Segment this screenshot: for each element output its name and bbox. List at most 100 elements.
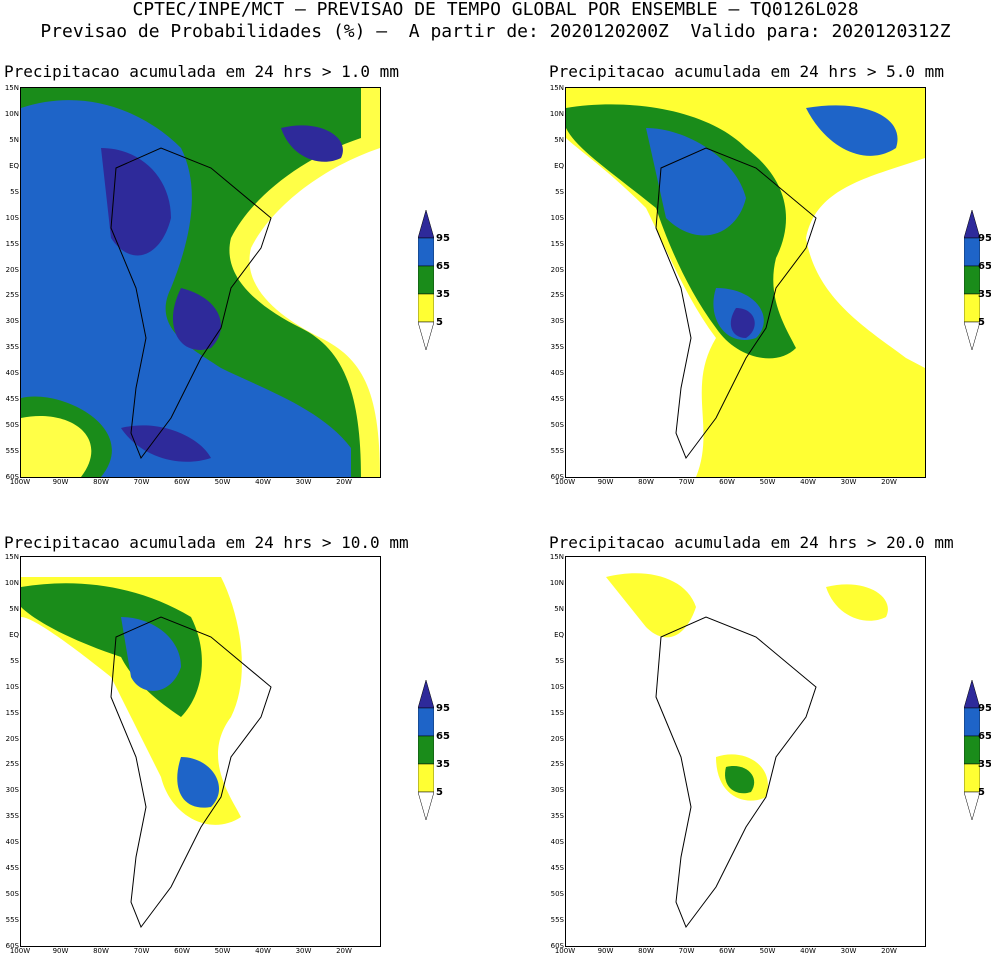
lon-tick-label: 20W bbox=[336, 947, 352, 955]
lon-tick-label: 20W bbox=[336, 478, 352, 486]
lat-tick-label: 25S bbox=[5, 291, 19, 300]
lat-tick-label: 50S bbox=[5, 421, 19, 430]
lon-tick-label: 30W bbox=[840, 478, 857, 486]
legend-label-35: 35 bbox=[436, 289, 450, 300]
lon-tick-label: 40W bbox=[800, 478, 816, 486]
lat-tick-label: 10N bbox=[4, 578, 19, 587]
lon-tick-label: 70W bbox=[678, 478, 695, 486]
lat-tick-label: 5N bbox=[554, 135, 564, 144]
lon-tick-label: 60W bbox=[719, 947, 735, 955]
lat-tick-label: 20S bbox=[5, 734, 19, 743]
lat-tick-label: 55S bbox=[550, 916, 564, 925]
panel-2-colorbar bbox=[964, 210, 980, 350]
lat-tick-label: 5S bbox=[555, 656, 564, 665]
panel-4-colorbar bbox=[964, 680, 980, 820]
lat-tick-label: 50S bbox=[550, 421, 564, 430]
panel-1-title: Precipitacao acumulada em 24 hrs > 1.0 m… bbox=[4, 62, 399, 81]
lat-tick-label: 45S bbox=[5, 395, 19, 404]
lat-tick-label: 30S bbox=[5, 317, 19, 326]
lat-tick-label: EQ bbox=[554, 161, 564, 170]
lon-tick-label: 100W bbox=[9, 947, 31, 955]
lon-tick-label: 70W bbox=[133, 478, 150, 486]
lat-tick-label: 40S bbox=[5, 369, 19, 378]
lon-tick-label: 30W bbox=[295, 478, 312, 486]
lon-tick-label: 100W bbox=[554, 947, 576, 955]
lat-tick-label: 60S bbox=[5, 473, 19, 481]
legend-label-65: 65 bbox=[436, 261, 450, 272]
lat-tick-label: 5N bbox=[9, 135, 19, 144]
lat-tick-label: EQ bbox=[9, 161, 19, 170]
legend-label-5: 5 bbox=[436, 787, 443, 798]
legend-label-35: 35 bbox=[978, 759, 991, 770]
lat-tick-label: 10S bbox=[550, 682, 564, 691]
lon-tick-label: 50W bbox=[214, 947, 231, 955]
lat-tick-label: 55S bbox=[5, 447, 19, 456]
legend-label-95: 95 bbox=[436, 703, 450, 714]
lat-tick-label: 15N bbox=[4, 553, 19, 561]
panel-4-title: Precipitacao acumulada em 24 hrs > 20.0 … bbox=[549, 533, 954, 552]
lon-tick-label: 60W bbox=[174, 947, 190, 955]
lon-tick-label: 40W bbox=[255, 947, 271, 955]
lat-tick-label: 60S bbox=[550, 942, 564, 950]
panel-3-title: Precipitacao acumulada em 24 hrs > 10.0 … bbox=[4, 533, 409, 552]
lon-tick-label: 60W bbox=[719, 478, 735, 486]
legend-label-95: 95 bbox=[436, 233, 450, 244]
lat-tick-label: 40S bbox=[550, 369, 564, 378]
lon-tick-label: 80W bbox=[638, 478, 654, 486]
lat-tick-label: EQ bbox=[554, 630, 564, 639]
lat-tick-label: 5S bbox=[10, 187, 19, 196]
lat-tick-label: 60S bbox=[5, 942, 19, 950]
lon-tick-label: 40W bbox=[255, 478, 271, 486]
lat-tick-label: EQ bbox=[9, 630, 19, 639]
lon-tick-label: 100W bbox=[554, 478, 576, 486]
lon-tick-label: 20W bbox=[881, 478, 897, 486]
lat-tick-label: 45S bbox=[5, 864, 19, 873]
lon-tick-label: 80W bbox=[638, 947, 654, 955]
lon-tick-label: 90W bbox=[597, 478, 614, 486]
lat-tick-label: 5S bbox=[10, 656, 19, 665]
lat-tick-label: 25S bbox=[550, 760, 564, 769]
panel-1-colorbar bbox=[418, 210, 434, 350]
lat-tick-label: 10S bbox=[550, 213, 564, 222]
lon-tick-label: 80W bbox=[93, 478, 109, 486]
lat-tick-label: 5N bbox=[554, 604, 564, 613]
lat-tick-label: 10S bbox=[5, 213, 19, 222]
lat-tick-label: 5N bbox=[9, 604, 19, 613]
legend-label-65: 65 bbox=[978, 731, 991, 742]
lat-tick-label: 15N bbox=[549, 553, 564, 561]
lat-tick-label: 30S bbox=[550, 786, 564, 795]
lon-tick-label: 70W bbox=[678, 947, 695, 955]
lat-tick-label: 35S bbox=[550, 343, 564, 352]
lon-tick-label: 20W bbox=[881, 947, 897, 955]
legend-label-35: 35 bbox=[978, 289, 991, 300]
lat-tick-label: 15N bbox=[549, 84, 564, 92]
panel-2-title: Precipitacao acumulada em 24 hrs > 5.0 m… bbox=[549, 62, 944, 81]
legend-label-35: 35 bbox=[436, 759, 450, 770]
lon-tick-label: 90W bbox=[52, 478, 69, 486]
lat-tick-label: 20S bbox=[5, 265, 19, 274]
lat-tick-label: 35S bbox=[5, 812, 19, 821]
legend-label-5: 5 bbox=[978, 317, 985, 328]
lat-tick-label: 45S bbox=[550, 864, 564, 873]
lat-tick-label: 35S bbox=[550, 812, 564, 821]
legend-label-95: 95 bbox=[978, 233, 991, 244]
lon-tick-label: 100W bbox=[9, 478, 31, 486]
panel-4-map bbox=[565, 556, 926, 947]
panel-3-colorbar bbox=[418, 680, 434, 820]
panel-2-map bbox=[565, 87, 926, 478]
lat-tick-label: 15S bbox=[5, 239, 19, 248]
lat-tick-label: 10N bbox=[549, 109, 564, 118]
lon-tick-label: 90W bbox=[597, 947, 614, 955]
lat-tick-label: 35S bbox=[5, 343, 19, 352]
lat-tick-label: 15S bbox=[550, 239, 564, 248]
lat-tick-label: 20S bbox=[550, 734, 564, 743]
legend-label-65: 65 bbox=[436, 731, 450, 742]
main-title: CPTEC/INPE/MCT – PREVISAO DE TEMPO GLOBA… bbox=[132, 0, 859, 20]
lat-tick-label: 50S bbox=[550, 890, 564, 899]
lat-tick-label: 40S bbox=[550, 838, 564, 847]
panel-1-map bbox=[20, 87, 381, 478]
lon-tick-label: 60W bbox=[174, 478, 190, 486]
lat-tick-label: 40S bbox=[5, 838, 19, 847]
lat-tick-label: 55S bbox=[5, 916, 19, 925]
lon-tick-label: 30W bbox=[840, 947, 857, 955]
